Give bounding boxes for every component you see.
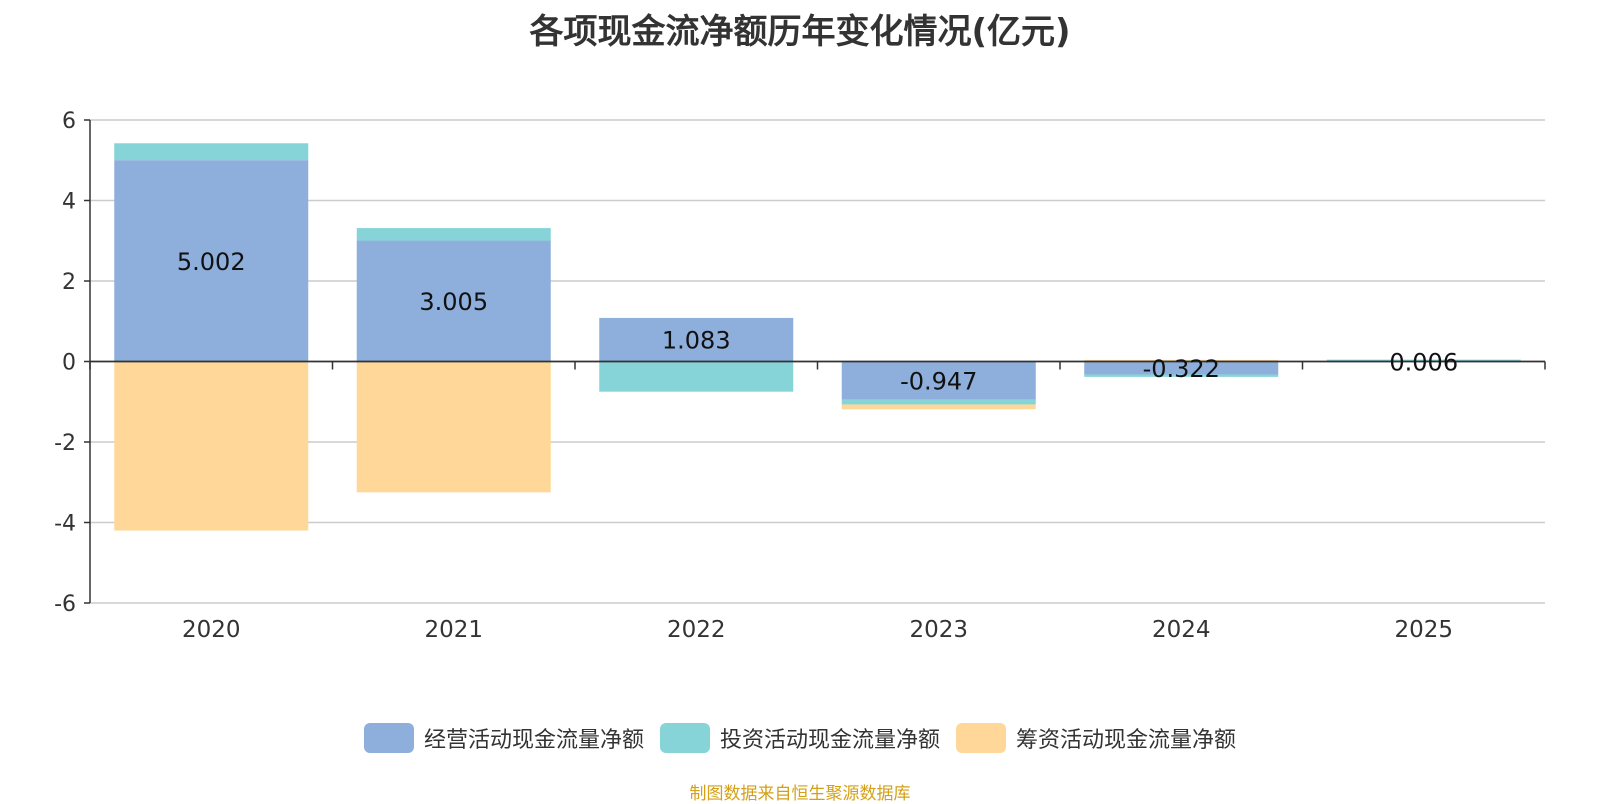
y-tick-label: 2 xyxy=(62,270,76,295)
chart-canvas: 6 4 2 0 -2 -4 -6 2020 2021 2022 2023 2024 2025 5.002 3… xyxy=(54,109,1546,643)
bar-operating-2021 xyxy=(356,240,551,362)
bar-investing-2024 xyxy=(1084,374,1279,377)
x-tick-label: 2021 xyxy=(424,617,483,643)
data-label: -0.322 xyxy=(1143,355,1220,383)
bar-operating-2022 xyxy=(599,317,794,362)
legend-label-investing: 投资活动现金流量净额 xyxy=(719,728,940,753)
legend: 经营活动现金流量净额 投资活动现金流量净额 筹资活动现金流量净额 xyxy=(0,722,1600,754)
legend-item-operating[interactable]: 经营活动现金流量净额 xyxy=(363,722,644,754)
bar-operating-2024 xyxy=(1084,361,1279,375)
legend-swatch-financing xyxy=(956,723,1006,753)
bar-investing-2020 xyxy=(114,143,309,161)
bar-investing-2021 xyxy=(356,228,551,241)
y-tick-label: 6 xyxy=(62,109,76,134)
data-label: 1.083 xyxy=(662,327,731,355)
legend-swatch-investing xyxy=(659,723,710,753)
x-tick-label: 2020 xyxy=(182,617,241,643)
y-tick-label: -2 xyxy=(54,431,76,456)
bar-investing-2022 xyxy=(599,361,794,392)
source-note: 制图数据来自恒生聚源数据库 xyxy=(689,784,911,804)
data-label: 0.006 xyxy=(1389,348,1458,376)
bar-financing-2020 xyxy=(114,361,309,531)
bar-financing-2021 xyxy=(356,361,551,493)
y-tick-label: -4 xyxy=(54,512,76,537)
data-label: -0.947 xyxy=(900,368,977,396)
data-label: 5.002 xyxy=(177,248,246,276)
bar-financing-2023 xyxy=(841,404,1036,410)
data-label: 3.005 xyxy=(419,288,488,316)
legend-swatch-operating xyxy=(363,723,414,753)
x-tick-label: 2025 xyxy=(1394,617,1453,643)
bar-operating-2020 xyxy=(114,160,309,362)
chart-title: 各项现金流净额历年变化情况(亿元) xyxy=(529,12,1071,52)
bar-investing-2023 xyxy=(841,399,1036,405)
legend-label-operating: 经营活动现金流量净额 xyxy=(423,728,644,753)
y-tick-label: -6 xyxy=(54,592,76,617)
y-tick-label: 4 xyxy=(62,190,76,215)
y-tick-label: 0 xyxy=(62,351,76,376)
x-tick-label: 2024 xyxy=(1152,617,1211,643)
legend-item-investing[interactable]: 投资活动现金流量净额 xyxy=(659,722,940,754)
legend-item-financing[interactable]: 筹资活动现金流量净额 xyxy=(956,722,1236,754)
bar-operating-2023 xyxy=(841,361,1036,400)
x-tick-label: 2022 xyxy=(667,617,726,643)
x-tick-label: 2023 xyxy=(909,617,968,643)
legend-label-financing: 筹资活动现金流量净额 xyxy=(1016,728,1237,753)
bar-investing-2025 xyxy=(1326,359,1521,362)
